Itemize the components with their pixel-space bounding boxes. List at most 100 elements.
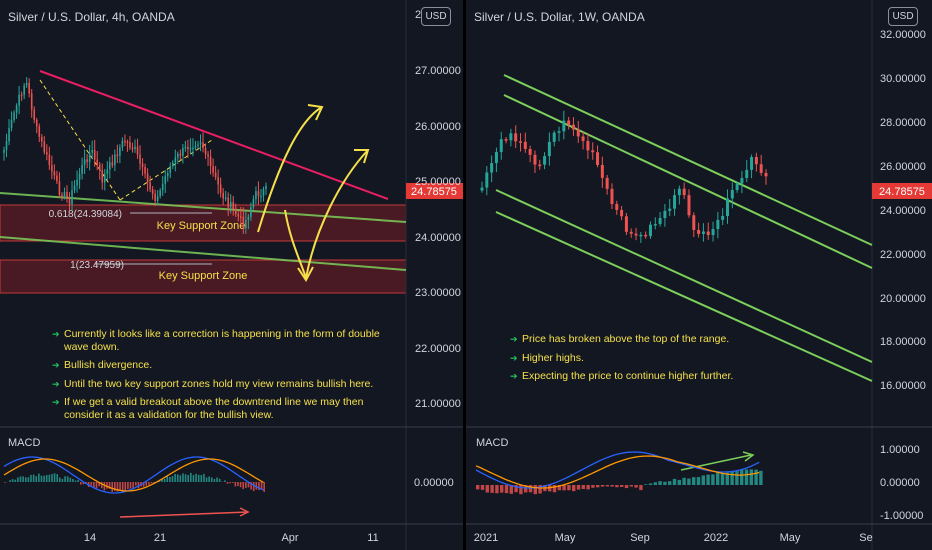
left-chart-title: Silver / U.S. Dollar, 4h, OANDA: [8, 10, 175, 24]
candle-body: [663, 210, 667, 219]
macd-histogram-bar: [35, 476, 38, 482]
price-tick-label: 27.00000: [415, 65, 461, 77]
left-chart-panel[interactable]: 24.78575 28 0.618(24.39084) 1(23.47959) …: [0, 0, 463, 550]
macd-histogram-bar: [725, 472, 729, 485]
candle-body: [591, 150, 595, 153]
macd-histogram-bar: [538, 485, 542, 494]
macd-histogram-bar: [95, 482, 98, 489]
arrow-head-2: [354, 149, 370, 164]
macd-histogram-bar: [19, 476, 22, 482]
candle-body: [759, 164, 763, 173]
candle-body: [136, 146, 139, 155]
candle-body: [490, 163, 494, 173]
candle-body: [114, 154, 116, 166]
price-tick-label: 25.00000: [415, 176, 461, 188]
candle-body: [126, 141, 129, 144]
candle-body: [242, 216, 245, 229]
macd-histogram-bar: [82, 482, 85, 485]
candle-body: [576, 129, 580, 137]
candle-body: [232, 202, 235, 209]
support-line-2: [0, 236, 407, 271]
candle-body: [184, 146, 187, 149]
fib-0618-label: 0.618(24.39084): [49, 209, 122, 220]
macd-histogram-bar: [687, 478, 691, 485]
macd-histogram-bar: [245, 482, 247, 488]
candle-body: [25, 83, 28, 86]
time-tick-label: Se: [859, 532, 872, 544]
macd-histogram-bar: [72, 478, 74, 482]
candle-body: [124, 140, 126, 143]
candle-body: [111, 162, 114, 166]
candle-body: [179, 153, 182, 156]
candle-body: [169, 166, 172, 174]
macd-histogram-bar: [61, 478, 64, 482]
candle-body: [33, 109, 36, 120]
price-tick-label: 26.00000: [415, 121, 461, 133]
macd-histogram-bar: [247, 482, 250, 488]
candle-body: [485, 172, 489, 188]
price-tick-label: 16.00000: [880, 380, 926, 392]
macd-histogram-bar: [108, 482, 111, 489]
macd-histogram-bar: [43, 475, 45, 482]
macd-line: [3, 456, 264, 494]
key-support-zone-1: [0, 204, 407, 242]
macd-histogram-bar: [179, 475, 182, 482]
candle-body: [146, 173, 149, 183]
right-chart-canvas[interactable]: 24.78575 32.00000 30.00000 28.00000 26.0000…: [466, 0, 932, 550]
candle-body: [192, 147, 194, 150]
candle-body: [187, 146, 189, 149]
candle-body: [149, 182, 151, 190]
candle-body: [219, 184, 222, 193]
analysis-note: Price has broken above the top of the ra…: [510, 333, 810, 346]
key-support-zone-label-1: Key Support Zone: [157, 220, 246, 232]
candle-body: [20, 94, 23, 97]
price-tick-label: 18.00000: [880, 336, 926, 348]
candle-body: [174, 157, 177, 163]
time-tick-label: May: [555, 532, 576, 544]
macd-histogram-bar: [552, 485, 557, 493]
fib-1-label: 1(23.47959): [70, 260, 124, 271]
macd-histogram-bar: [648, 483, 653, 485]
right-chart-panel[interactable]: 24.78575 32.00000 30.00000 28.00000 26.0000…: [466, 0, 932, 550]
right-currency-button[interactable]: USD: [888, 7, 918, 26]
macd-histogram-bar: [216, 477, 218, 482]
candle-body: [735, 183, 739, 191]
price-tick-label: 30.00000: [880, 73, 926, 85]
candle-body: [3, 149, 5, 153]
candle-body: [234, 208, 237, 215]
candle-body: [141, 163, 144, 168]
candle-body: [596, 152, 600, 165]
current-price-badge: [872, 183, 932, 199]
macd-histogram-bar: [148, 482, 150, 485]
candle-body: [252, 199, 255, 208]
candle-body: [139, 154, 141, 164]
macd-histogram-bar: [161, 479, 163, 482]
macd-histogram-bar: [663, 481, 667, 485]
macd-histogram-bar: [485, 485, 489, 493]
left-currency-button[interactable]: USD: [421, 7, 451, 26]
macd-histogram-bar: [260, 482, 263, 490]
macd-histogram-bar: [121, 482, 124, 492]
time-tick-label: 14: [84, 532, 96, 544]
left-chart-canvas[interactable]: 24.78575 28 0.618(24.39084) 1(23.47959) …: [0, 0, 463, 550]
candle-body: [523, 141, 527, 149]
candle-body: [56, 175, 58, 182]
price-tick-label: 24.00000: [415, 232, 461, 244]
macd-histogram-bar: [66, 476, 69, 482]
time-tick-label: 21: [154, 532, 166, 544]
candle-body: [740, 177, 744, 184]
candle-body: [528, 148, 532, 155]
macd-histogram-bar: [706, 474, 710, 485]
macd-histogram-bar: [74, 480, 77, 482]
macd-histogram-bar: [163, 478, 166, 482]
macd-histogram-bar: [480, 485, 485, 490]
candle-body: [83, 159, 86, 165]
macd-histogram-bar: [153, 482, 155, 484]
candle-body: [48, 154, 51, 166]
price-tick-label: 23.00000: [415, 287, 461, 299]
macd-histogram-bar: [504, 485, 509, 494]
bullish-projection-arrow-1: [257, 106, 323, 233]
current-price-text: 24.78575: [411, 186, 457, 198]
analysis-note: Until the two key support zones hold my …: [52, 378, 402, 391]
candle-body: [754, 156, 758, 165]
